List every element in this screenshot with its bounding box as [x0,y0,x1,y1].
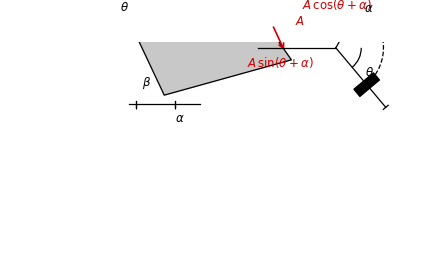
Polygon shape [136,0,291,96]
Text: $\alpha$: $\alpha$ [175,112,184,125]
Polygon shape [354,74,379,97]
Text: $\alpha$: $\alpha$ [364,2,374,15]
Text: $A\,\cos(\theta+\alpha)$: $A\,\cos(\theta+\alpha)$ [302,0,372,12]
Text: $\beta$: $\beta$ [142,74,151,90]
Text: $\theta$: $\theta$ [120,1,129,14]
Text: $A$: $A$ [295,15,305,28]
Text: $A\,\sin(\theta+\alpha)$: $A\,\sin(\theta+\alpha)$ [246,54,313,69]
Text: $\theta$: $\theta$ [365,66,374,78]
Polygon shape [164,12,172,28]
